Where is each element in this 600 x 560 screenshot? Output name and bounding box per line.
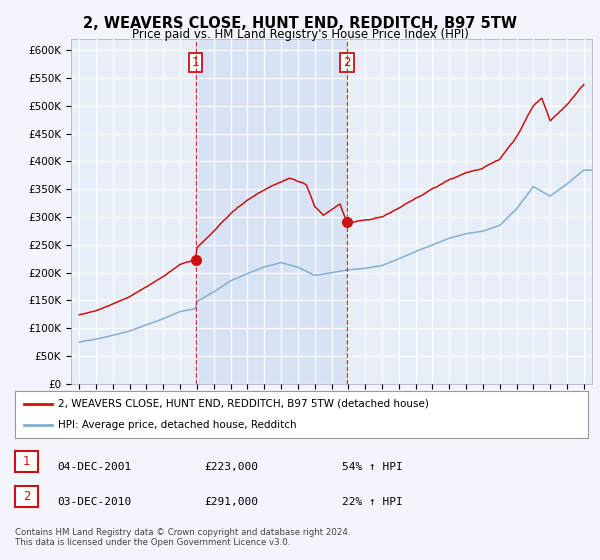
Text: 04-DEC-2001: 04-DEC-2001 [57, 462, 131, 472]
Text: 1: 1 [192, 56, 199, 69]
Text: 2: 2 [343, 56, 351, 69]
Text: HPI: Average price, detached house, Redditch: HPI: Average price, detached house, Redd… [58, 421, 296, 431]
Text: £223,000: £223,000 [204, 462, 258, 472]
Text: Price paid vs. HM Land Registry's House Price Index (HPI): Price paid vs. HM Land Registry's House … [131, 28, 469, 41]
Text: 2, WEAVERS CLOSE, HUNT END, REDDITCH, B97 5TW (detached house): 2, WEAVERS CLOSE, HUNT END, REDDITCH, B9… [58, 399, 429, 409]
Text: 54% ↑ HPI: 54% ↑ HPI [342, 462, 403, 472]
Text: 22% ↑ HPI: 22% ↑ HPI [342, 497, 403, 507]
Text: 03-DEC-2010: 03-DEC-2010 [57, 497, 131, 507]
Text: Contains HM Land Registry data © Crown copyright and database right 2024.
This d: Contains HM Land Registry data © Crown c… [15, 528, 350, 548]
Text: 1: 1 [23, 455, 30, 468]
Bar [196, 39, 347, 384]
Text: 2, WEAVERS CLOSE, HUNT END, REDDITCH, B97 5TW: 2, WEAVERS CLOSE, HUNT END, REDDITCH, B9… [83, 16, 517, 31]
Text: 2: 2 [23, 490, 30, 503]
Text: £291,000: £291,000 [204, 497, 258, 507]
